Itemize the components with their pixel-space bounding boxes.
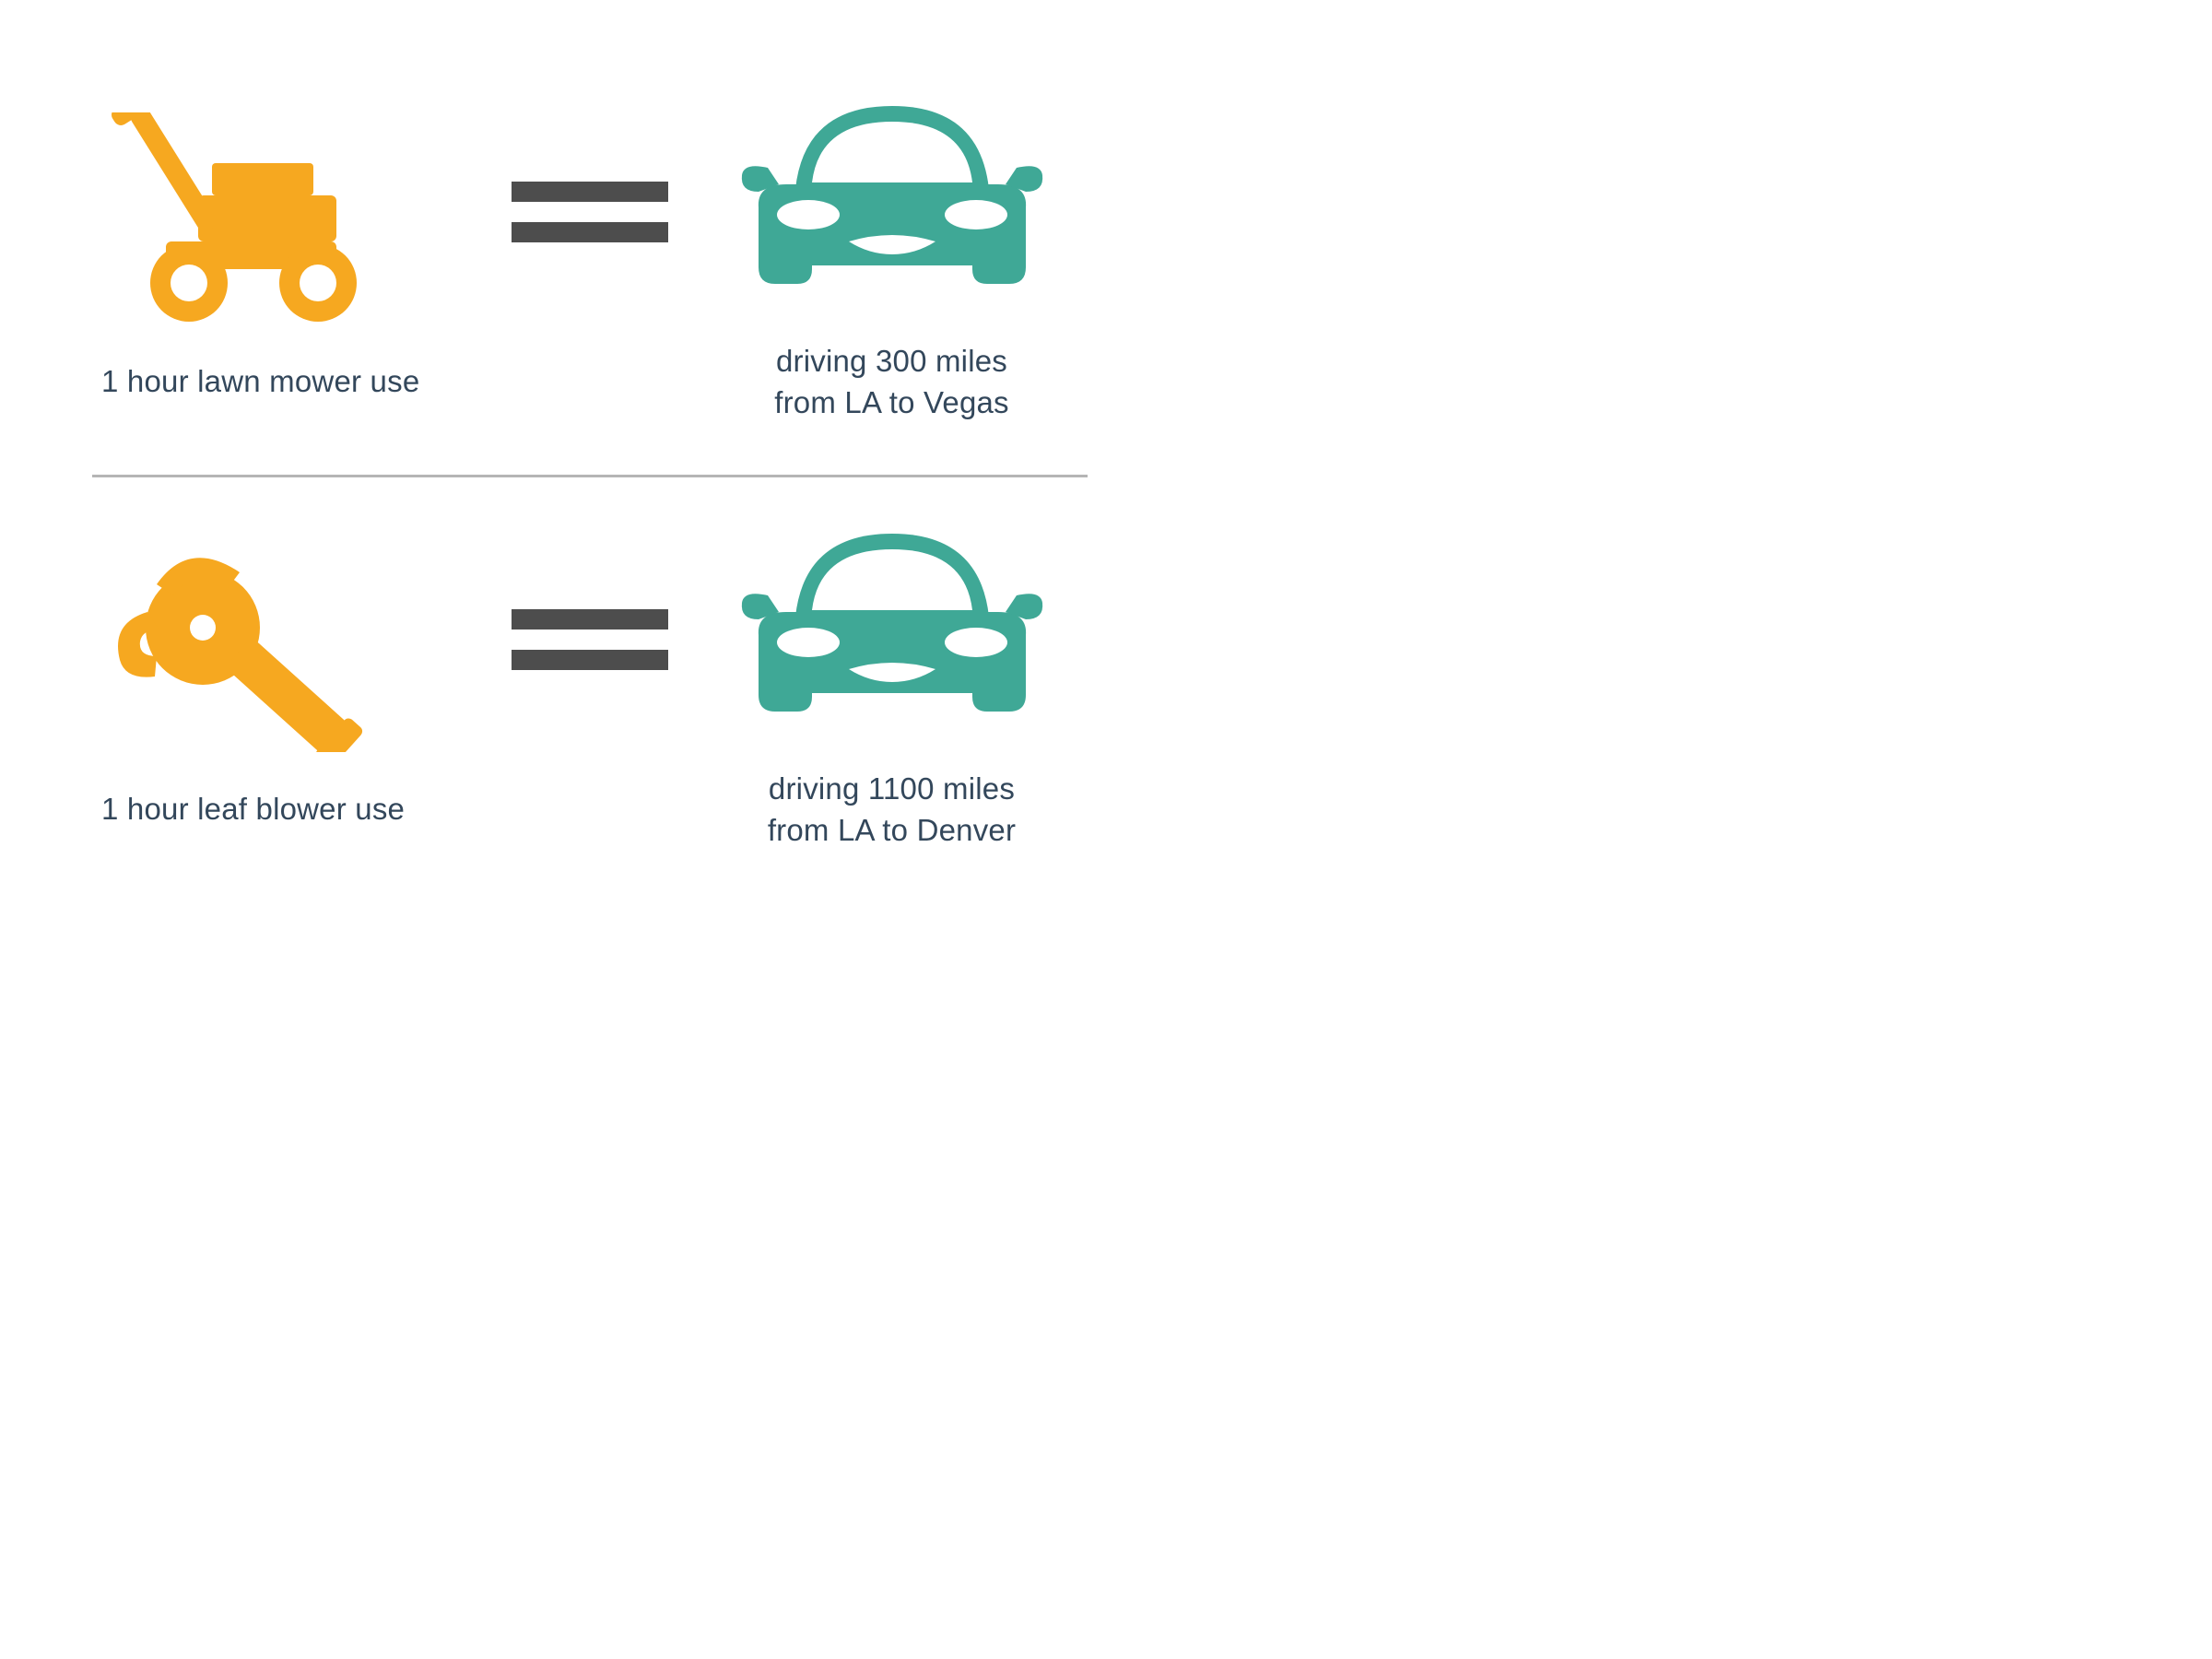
car-cell: driving 1100 miles from LA to Denver — [705, 511, 1078, 851]
equipment-caption: 1 hour leaf blower use — [101, 789, 405, 830]
comparison-row: 1 hour lawn mower use — [92, 55, 1088, 469]
car-caption-line2: from LA to Denver — [768, 813, 1016, 847]
car-icon — [740, 511, 1044, 741]
car-caption-line1: driving 300 miles — [776, 344, 1007, 378]
car-caption: driving 300 miles from LA to Vegas — [774, 341, 1009, 423]
car-caption: driving 1100 miles from LA to Denver — [768, 769, 1016, 851]
equipment-cell: 1 hour lawn mower use — [101, 103, 475, 403]
leaf-blower-icon — [101, 531, 378, 761]
comparison-row: 1 hour leaf blower use — [92, 483, 1088, 897]
car-caption-line2: from LA to Vegas — [774, 385, 1009, 419]
car-icon — [740, 83, 1044, 313]
car-cell: driving 300 miles from LA to Vegas — [705, 83, 1078, 423]
lawn-mower-icon — [101, 103, 378, 334]
equals-icon — [512, 182, 668, 242]
equals-icon — [512, 609, 668, 670]
equipment-caption: 1 hour lawn mower use — [101, 361, 419, 403]
row-divider — [92, 475, 1088, 477]
equipment-cell: 1 hour leaf blower use — [101, 531, 475, 830]
car-caption-line1: driving 1100 miles — [769, 771, 1015, 806]
